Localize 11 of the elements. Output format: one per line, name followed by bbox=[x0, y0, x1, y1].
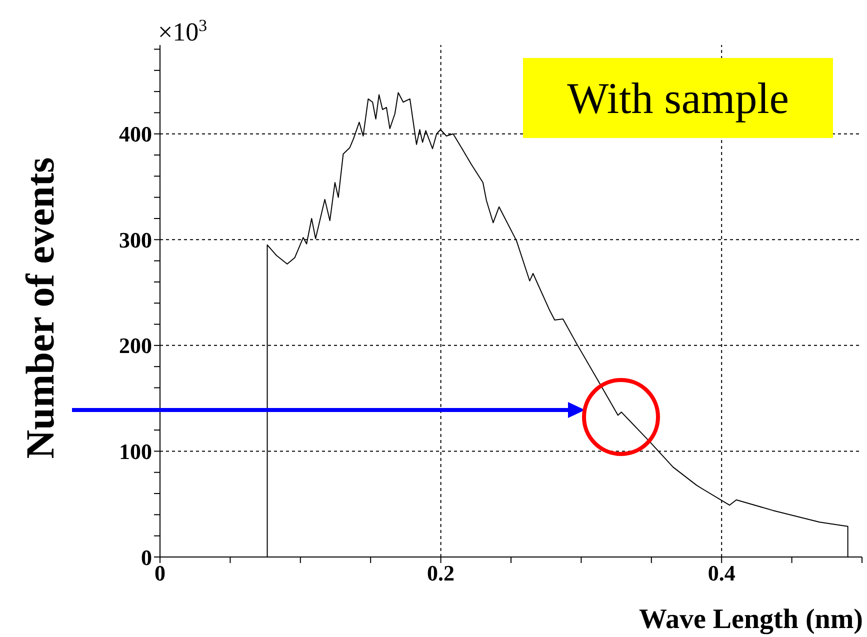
x-axis-title: Wave Length (nm) bbox=[639, 604, 863, 636]
x-tick-label: 0.2 bbox=[427, 560, 455, 586]
x-tick-label: 0.4 bbox=[708, 560, 736, 586]
y-tick-label: 100 bbox=[119, 439, 152, 464]
annotation: ×10$^{3}$ bbox=[158, 16, 208, 47]
annotation: With sample bbox=[567, 72, 789, 124]
y-axis-title: Number of events bbox=[16, 157, 64, 459]
y-tick-label: 200 bbox=[119, 333, 152, 358]
y-tick-label: 0 bbox=[141, 544, 152, 570]
y-tick-label: 400 bbox=[119, 122, 152, 147]
y-tick-label: 300 bbox=[119, 227, 152, 252]
